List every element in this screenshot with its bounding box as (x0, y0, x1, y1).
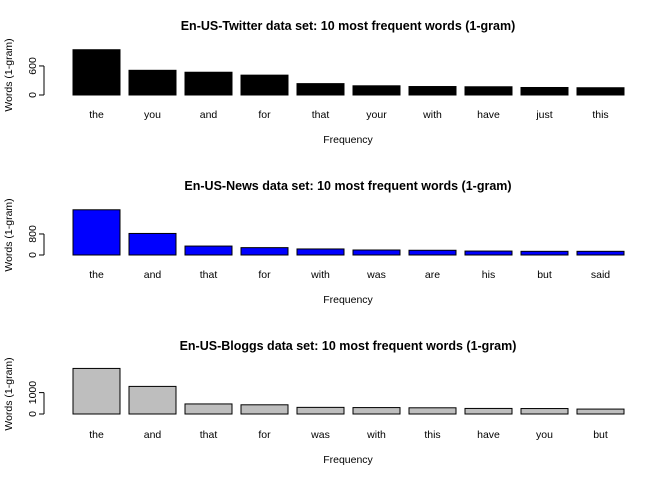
bar (520, 408, 569, 415)
bar (72, 367, 121, 415)
y-tick-label: 0 (27, 411, 39, 417)
x-axis-label: Frequency (323, 134, 373, 146)
category-label: you (536, 429, 553, 441)
bar (128, 385, 177, 415)
bar (184, 245, 233, 256)
category-label: that (200, 429, 218, 441)
chart-title: En-US-Twitter data set: 10 most frequent… (181, 19, 516, 33)
category-label: and (144, 429, 162, 441)
bar (408, 86, 457, 96)
bar (240, 74, 289, 96)
category-label: with (310, 269, 330, 281)
bar (296, 248, 345, 256)
y-axis-label: Words (1-gram) (3, 357, 15, 430)
category-label: that (312, 109, 330, 121)
bar (408, 407, 457, 415)
bar (408, 249, 457, 256)
bar (240, 247, 289, 256)
y-tick-label: 0 (27, 252, 39, 258)
category-label: the (89, 429, 104, 441)
category-label: this (424, 429, 440, 441)
bar (128, 69, 177, 96)
category-label: with (366, 429, 386, 441)
category-label: his (482, 269, 495, 281)
category-label: but (593, 429, 608, 441)
category-label: your (366, 109, 387, 121)
y-tick-label: 800 (27, 225, 39, 243)
y-axis-label: Words (1-gram) (3, 198, 15, 271)
category-label: have (477, 109, 500, 121)
x-axis-label: Frequency (323, 294, 373, 306)
y-tick-label: 0 (27, 92, 39, 98)
bar (576, 250, 625, 256)
chart-panel-3: En-US-Bloggs data set: 10 most frequent … (3, 339, 625, 466)
y-axis-label: Words (1-gram) (3, 38, 15, 111)
bar (184, 403, 233, 415)
bar (464, 250, 513, 256)
y-tick-label: 600 (27, 57, 39, 75)
category-label: for (258, 269, 271, 281)
bar (352, 249, 401, 256)
category-label: said (591, 269, 610, 281)
bar (352, 85, 401, 96)
category-label: are (425, 269, 440, 281)
category-label: just (535, 109, 552, 121)
bar (296, 406, 345, 415)
bar (464, 86, 513, 96)
category-label: for (258, 429, 271, 441)
category-label: was (366, 269, 386, 281)
category-label: this (592, 109, 608, 121)
category-label: have (477, 429, 500, 441)
category-label: that (200, 269, 218, 281)
bar (296, 83, 345, 96)
category-label: with (422, 109, 442, 121)
chart-panel-2: En-US-News data set: 10 most frequent wo… (3, 179, 625, 306)
category-label: and (144, 269, 162, 281)
chart-title: En-US-News data set: 10 most frequent wo… (184, 179, 511, 193)
chart-panel-1: En-US-Twitter data set: 10 most frequent… (3, 19, 625, 146)
bar (576, 408, 625, 415)
bar (240, 404, 289, 415)
chart-title: En-US-Bloggs data set: 10 most frequent … (180, 339, 517, 353)
category-label: the (89, 269, 104, 281)
category-label: was (310, 429, 330, 441)
bar (184, 71, 233, 96)
bar (72, 49, 121, 96)
category-label: the (89, 109, 104, 121)
category-label: and (200, 109, 218, 121)
x-axis-label: Frequency (323, 454, 373, 466)
bar (520, 86, 569, 96)
category-label: but (537, 269, 552, 281)
bar (128, 232, 177, 256)
category-label: for (258, 109, 271, 121)
y-tick-label: 1000 (27, 381, 39, 405)
bar (576, 87, 625, 96)
bar (520, 250, 569, 256)
bar (464, 407, 513, 415)
category-label: you (144, 109, 161, 121)
bar (72, 209, 121, 256)
bar (352, 407, 401, 415)
